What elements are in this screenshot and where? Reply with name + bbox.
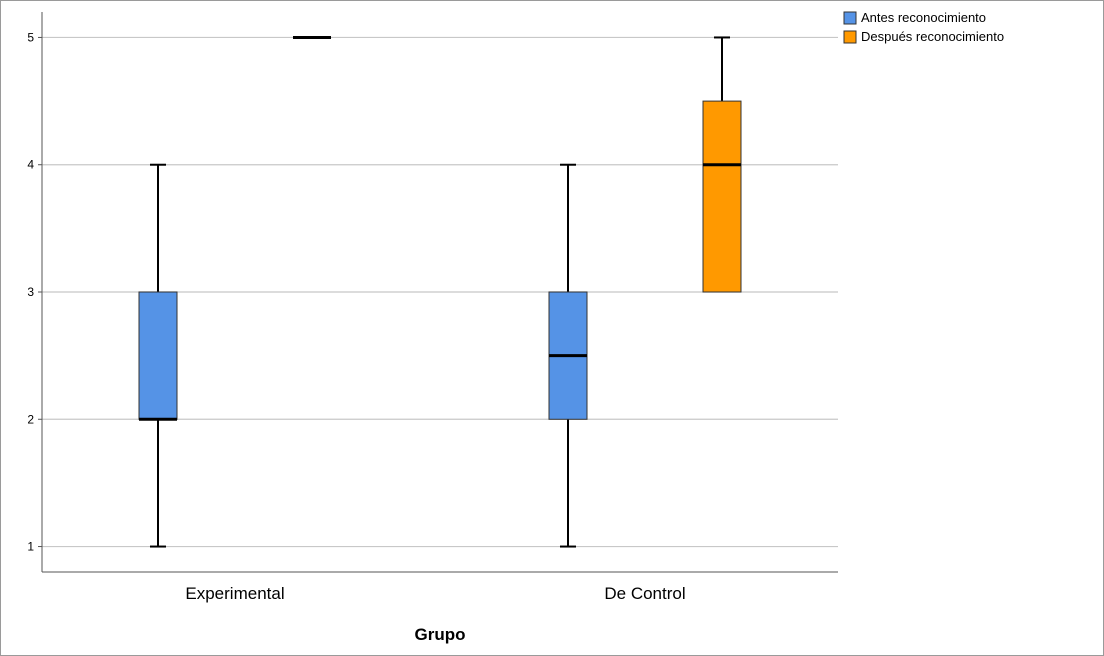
box-iqr: [702, 100, 742, 293]
box-iqr: [138, 291, 178, 420]
x-axis-categories: Experimental De Control: [185, 584, 685, 603]
y-axis-ticks: 1 2 3 4 5: [27, 30, 42, 554]
y-tick-label: 3: [27, 285, 34, 299]
box-antes-experimental: [138, 163, 178, 548]
x-category-label: Experimental: [185, 584, 284, 603]
x-category-label: De Control: [604, 584, 685, 603]
legend-swatch: [843, 30, 857, 44]
box-antes-control: [548, 163, 588, 548]
y-tick-label: 4: [27, 158, 34, 172]
y-tick-label: 1: [27, 540, 34, 554]
boxplot-marks: [138, 35, 742, 548]
legend-label: Después reconocimiento: [861, 29, 1004, 44]
legend: Antes reconocimiento Después reconocimien…: [843, 10, 1004, 44]
x-axis-title: Grupo: [415, 625, 466, 644]
y-tick-label: 2: [27, 412, 34, 426]
legend-label: Antes reconocimiento: [861, 10, 986, 25]
legend-swatch: [843, 11, 857, 25]
y-tick-label: 5: [27, 30, 34, 44]
box-despues-control: [702, 36, 742, 293]
